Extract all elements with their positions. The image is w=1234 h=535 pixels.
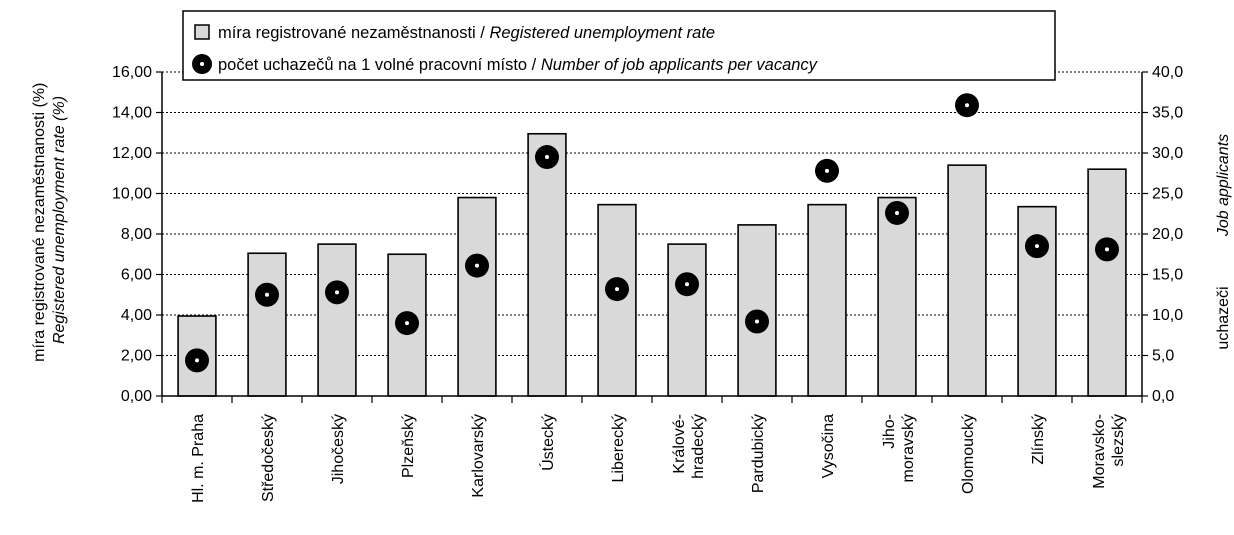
point-center	[475, 263, 479, 268]
bar	[317, 243, 357, 397]
point-center	[1035, 244, 1039, 249]
bar	[457, 196, 497, 397]
left-tick-label: 4,00	[121, 307, 152, 324]
left-tick-label: 16,00	[112, 64, 152, 81]
category-label: Olomoucký	[960, 414, 977, 494]
bar	[247, 252, 287, 397]
bar	[667, 243, 707, 397]
left-tick-labels: 0,00 2,00 4,00 6,00 8,00 10,00 12,00 14,00 16,00	[112, 64, 152, 405]
category-label: Pardubický	[750, 414, 767, 493]
category-label: hradecký	[690, 414, 707, 479]
point-center	[545, 155, 549, 160]
category-label: Králové-	[671, 414, 688, 474]
bar	[947, 164, 987, 397]
right-tick-labels: 0,0 5,0 10,0 15,0 20,0 25,0 30,0 35,0 40,0	[1152, 64, 1183, 405]
point-center	[965, 103, 969, 108]
bar	[527, 132, 567, 397]
point-center	[685, 282, 689, 287]
point-center	[615, 287, 619, 292]
grid-lines	[162, 71, 1142, 356]
category-label: Moravsko-	[1091, 414, 1108, 489]
right-tick-label: 35,0	[1152, 105, 1183, 122]
bar	[807, 203, 847, 397]
point-center	[265, 292, 269, 297]
category-label: Liberecký	[610, 414, 627, 482]
legend: míra registrované nezaměstnanosti / Regi…	[182, 10, 1056, 81]
left-tick-label: 12,00	[112, 145, 152, 162]
right-axis-title-normal: uchazeči	[1215, 286, 1232, 349]
right-tick-label: 15,0	[1152, 267, 1183, 284]
legend-point-marker-center	[200, 62, 204, 66]
legend-point-label: počet uchazečů na 1 volné pracovní místo…	[218, 56, 819, 74]
right-tick-label: 10,0	[1152, 307, 1183, 324]
left-tick-label: 10,00	[112, 186, 152, 203]
category-label: Karlovarský	[470, 414, 487, 498]
right-axis-title-italic: Job applicants	[1215, 134, 1232, 237]
bar	[877, 196, 917, 397]
point-center	[335, 290, 339, 295]
bar	[1087, 168, 1127, 397]
axes	[156, 71, 1148, 403]
point-center	[755, 319, 759, 324]
right-tick-label: 40,0	[1152, 64, 1183, 81]
category-labels: Hl. m. Praha Středočeský Jihočeský Plzeňský…	[190, 414, 1127, 503]
point-center	[1105, 247, 1109, 252]
left-tick-label: 2,00	[121, 348, 152, 365]
points	[185, 93, 1119, 373]
right-tick-label: 5,0	[1152, 348, 1174, 365]
category-label: Jiho-	[881, 414, 898, 449]
category-label: slezský	[1110, 414, 1127, 466]
point-center	[405, 321, 409, 326]
left-tick-label: 8,00	[121, 226, 152, 243]
left-tick-label: 14,00	[112, 105, 152, 122]
left-axis-title: míra registrované nezaměstnanosti (%) Re…	[31, 78, 68, 362]
category-label: Plzeňský	[400, 414, 417, 478]
category-label: Vysočina	[820, 414, 837, 478]
point-center	[825, 168, 829, 173]
right-tick-label: 0,0	[1152, 388, 1174, 405]
point-center	[195, 358, 199, 363]
left-tick-label: 6,00	[121, 267, 152, 284]
category-label: Hl. m. Praha	[190, 414, 207, 503]
point-center	[895, 210, 899, 215]
right-tick-label: 30,0	[1152, 145, 1183, 162]
category-label: Jihočeský	[330, 414, 347, 484]
category-label: Středočeský	[260, 414, 277, 502]
right-tick-label: 20,0	[1152, 226, 1183, 243]
category-label: Ústecký	[538, 414, 557, 471]
bar	[1017, 205, 1057, 397]
legend-bar-swatch	[194, 24, 210, 40]
category-label: Zlínský	[1030, 414, 1047, 465]
left-tick-label: 0,00	[121, 388, 152, 405]
right-tick-label: 25,0	[1152, 186, 1183, 203]
category-label: moravský	[900, 414, 917, 482]
legend-box	[182, 10, 1056, 81]
bars	[177, 132, 1127, 397]
legend-bar-label: míra registrované nezaměstnanosti / Regi…	[218, 24, 715, 42]
